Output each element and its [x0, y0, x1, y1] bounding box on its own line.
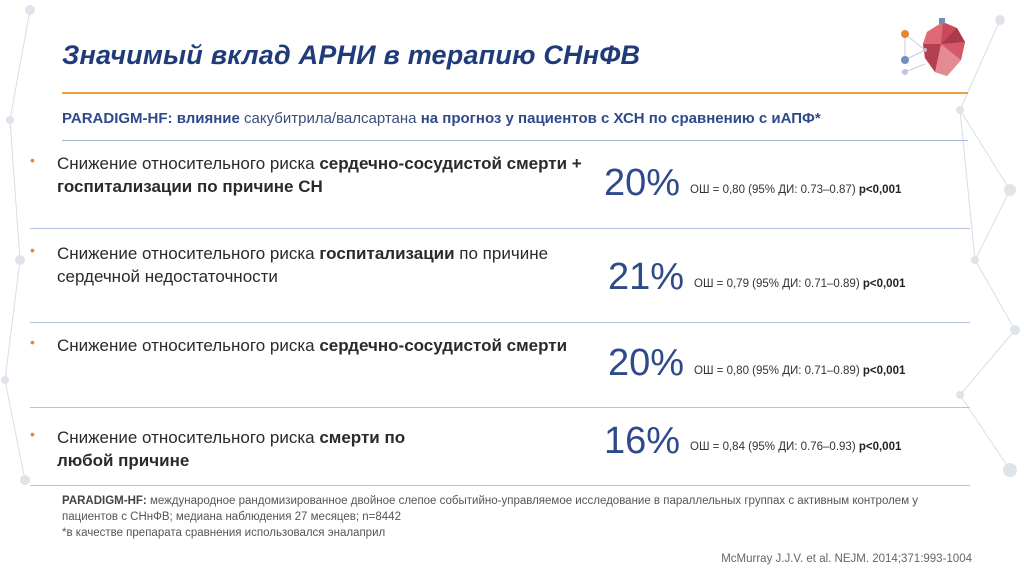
- result-row-1: • Снижение относительного риска сердечно…: [30, 152, 980, 222]
- subtitle: PARADIGM-HF: влияние сакубитрила/валсарт…: [62, 110, 821, 127]
- row-3-stat: ОШ = 0,80 (95% ДИ: 0.71–0.89) p<0,001: [694, 365, 905, 377]
- result-row-3: • Снижение относительного риска сердечно…: [30, 334, 980, 404]
- row-3-stat-p: p<0,001: [862, 365, 906, 377]
- bullet-icon: •: [30, 334, 35, 350]
- row-divider: [30, 322, 970, 323]
- bullet-icon: •: [30, 242, 35, 258]
- row-3-text-normal: Снижение относительного риска: [57, 336, 320, 355]
- row-divider: [30, 407, 970, 408]
- row-3-text-bold: сердечно-сосудистой смерти: [319, 336, 568, 355]
- row-4-text-bold: смерти по любой причине: [57, 428, 406, 470]
- row-4-stat: ОШ = 0,84 (95% ДИ: 0.76–0.93) p<0,001: [690, 441, 901, 453]
- subtitle-divider: [62, 140, 968, 141]
- row-2-text-bold: госпитализации: [319, 244, 455, 263]
- bullet-icon: •: [30, 426, 35, 442]
- row-2-percent: 21%: [608, 256, 685, 298]
- result-row-2: • Снижение относительного риска госпитал…: [30, 242, 980, 312]
- row-3-stat-normal: ОШ = 0,80 (95% ДИ: 0.71–0.89): [694, 365, 863, 377]
- row-1-text-normal: Снижение относительного риска: [57, 154, 320, 173]
- row-4-percent: 16%: [604, 420, 681, 462]
- row-1-percent: 20%: [604, 162, 681, 204]
- citation: McMurray J.J.V. et al. NEJM. 2014;371:99…: [721, 553, 972, 565]
- row-4-text-normal: Снижение относительного риска: [57, 428, 320, 447]
- row-1-stat: ОШ = 0,80 (95% ДИ: 0.73–0.87) p<0,001: [690, 184, 901, 196]
- subtitle-part-1: PARADIGM-HF: влияние: [62, 110, 240, 127]
- row-divider: [30, 485, 970, 486]
- footnote: PARADIGM-HF: международное рандомизирова…: [62, 493, 942, 541]
- row-1-text-bold: сердечно-сосудистой смерти + госпитализа…: [57, 154, 582, 196]
- result-row-3-text: Снижение относительного риска сердечно-с…: [57, 334, 597, 357]
- subtitle-part-3: на прогноз у пациентов с ХСН по сравнени…: [420, 110, 821, 127]
- result-row-4: • Снижение относительного риска смерти п…: [30, 420, 980, 486]
- row-divider: [30, 228, 970, 229]
- result-row-4-text: Снижение относительного риска смерти по …: [57, 426, 437, 472]
- row-2-stat-normal: ОШ = 0,79 (95% ДИ: 0.71–0.89): [694, 278, 863, 290]
- row-3-percent: 20%: [608, 342, 685, 384]
- footnote-asterisk: *в качестве препарата сравнения использо…: [62, 527, 386, 539]
- row-2-stat: ОШ = 0,79 (95% ДИ: 0.71–0.89) p<0,001: [694, 278, 905, 290]
- footnote-bold: PARADIGM-HF:: [62, 495, 147, 507]
- subtitle-part-2: сакубитрила/валсартана: [239, 110, 421, 127]
- page-title: Значимый вклад АРНИ в терапию СНнФВ: [62, 40, 641, 70]
- heart-network-logo-icon: [901, 18, 965, 76]
- row-1-stat-p: p<0,001: [858, 184, 902, 196]
- row-2-stat-p: p<0,001: [862, 278, 906, 290]
- bullet-icon: •: [30, 152, 35, 168]
- result-row-1-text: Снижение относительного риска сердечно-с…: [57, 152, 597, 198]
- result-row-2-text: Снижение относительного риска госпитализ…: [57, 242, 597, 288]
- row-4-stat-normal: ОШ = 0,84 (95% ДИ: 0.76–0.93): [690, 441, 859, 453]
- row-4-stat-p: p<0,001: [858, 441, 902, 453]
- row-2-text-normal: Снижение относительного риска: [57, 244, 320, 263]
- title-divider: [62, 92, 968, 94]
- row-2-text-tail: по причине сердечной недостаточности: [57, 244, 549, 286]
- row-1-stat-normal: ОШ = 0,80 (95% ДИ: 0.73–0.87): [690, 184, 859, 196]
- footnote-text: международное рандомизированное двойное …: [62, 495, 919, 523]
